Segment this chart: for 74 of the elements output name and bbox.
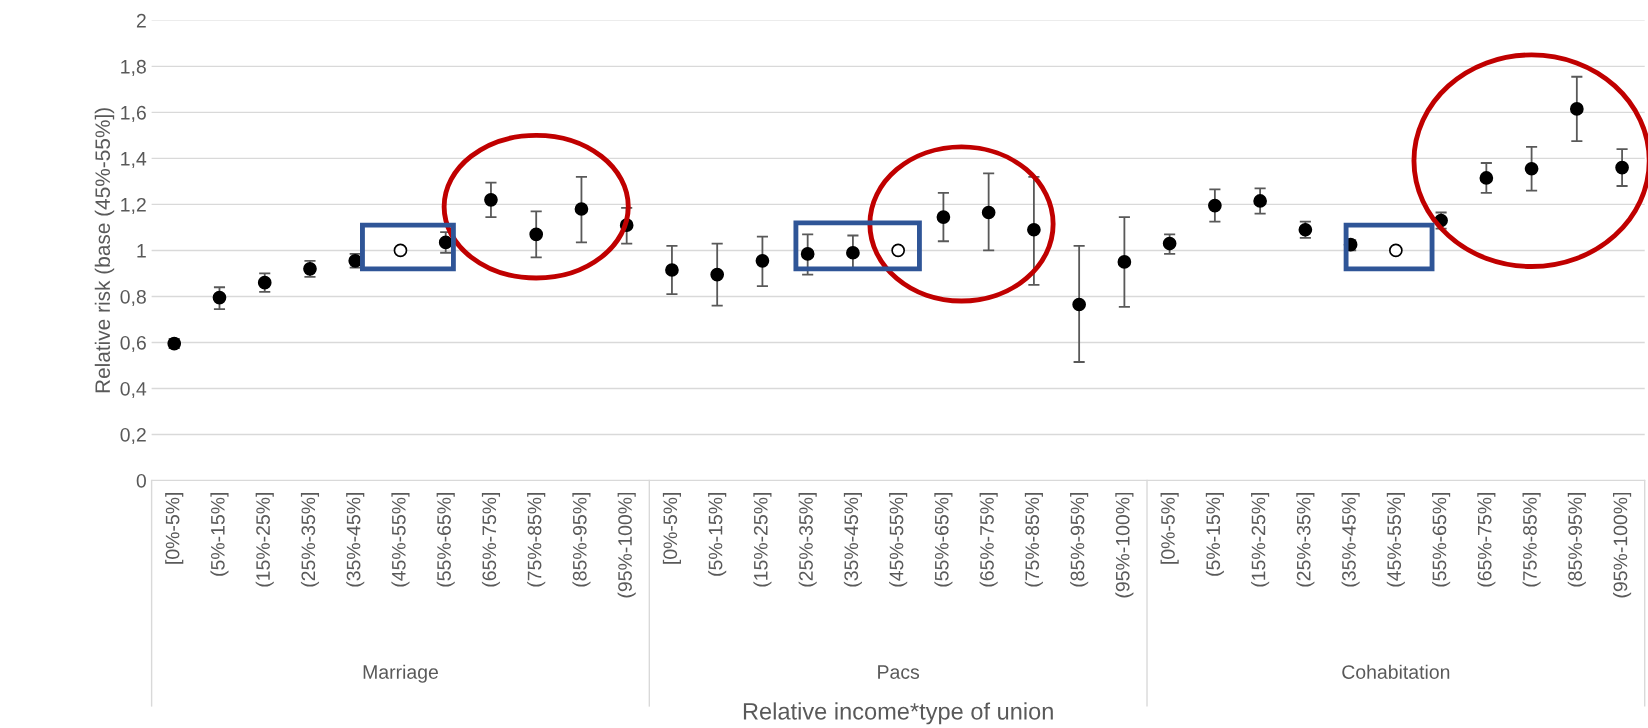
x-tick-label: (65%-75%] xyxy=(979,492,998,587)
y-axis-title: Relative risk (base (45%-55%]) xyxy=(94,108,115,393)
y-tick-label: 0,2 xyxy=(120,427,146,444)
y-tick-label: 1,4 xyxy=(121,152,147,168)
x-tick-label: (25%-35%] xyxy=(1296,492,1315,587)
x-tick-label: (15%-25%] xyxy=(1251,492,1270,587)
point xyxy=(438,235,453,250)
point xyxy=(529,227,544,242)
x-tick-label: (55%-65%] xyxy=(436,492,455,587)
x-axis-title: Relative income*type of union xyxy=(743,702,1053,725)
x-tick-label: (95%-100%] xyxy=(617,492,636,598)
y-tick-label: 1,6 xyxy=(121,105,146,122)
x-tick-label: (95%-100%] xyxy=(1115,492,1134,598)
y-tick-label: 0,6 xyxy=(120,335,146,352)
x-tick-label: (5%-15%] xyxy=(210,492,229,576)
x-tick-label: (45%-55%] xyxy=(889,492,908,587)
x-tick-label: (85%-95%] xyxy=(572,492,591,587)
x-tick-label: [0%-5%] xyxy=(662,492,681,564)
text: Marriage xyxy=(363,664,438,683)
point xyxy=(1117,255,1132,269)
point xyxy=(212,290,227,305)
x-tick-label: (5%-15%] xyxy=(708,492,727,576)
x-tick-label: (35%-45%] xyxy=(346,492,365,587)
point xyxy=(1027,222,1041,237)
point xyxy=(891,243,906,258)
y-tick-label: 0 xyxy=(136,473,146,488)
point xyxy=(710,267,725,282)
x-tick-label: [0%-5%] xyxy=(165,492,184,564)
x-tick-label: (45%-55%] xyxy=(391,492,410,587)
point xyxy=(1389,243,1403,258)
point xyxy=(1253,194,1267,208)
x-tick-label: (5%-15%] xyxy=(1205,492,1224,576)
point xyxy=(1569,102,1584,116)
point xyxy=(665,263,679,277)
point xyxy=(393,243,408,258)
point xyxy=(484,192,498,207)
point xyxy=(1208,198,1222,213)
point xyxy=(1479,171,1494,185)
y-tick-label: 2 xyxy=(136,13,146,28)
x-tick-label: [0%-5%] xyxy=(1160,492,1179,564)
x-tick-label: (35%-45%] xyxy=(843,492,862,587)
y-tick-label: 0,8 xyxy=(120,289,146,306)
x-tick-label: (65%-75%] xyxy=(481,492,501,587)
x-tick-label: (15%-25%] xyxy=(753,492,772,587)
text: Cohabitation xyxy=(1342,664,1450,679)
x-tick-label: (35%-45%] xyxy=(1341,492,1360,587)
y-tick-label: 0,4 xyxy=(120,381,147,398)
point xyxy=(1072,297,1086,312)
y-tick-label: 1,2 xyxy=(121,197,146,214)
y-tick-label: 1,8 xyxy=(121,59,146,76)
point xyxy=(1615,160,1629,175)
point xyxy=(1162,236,1177,251)
x-tick-label: (75%-85%] xyxy=(527,492,546,587)
x-tick-label: (85%-95%] xyxy=(1070,492,1089,587)
x-tick-label: (95%-100%] xyxy=(1613,492,1632,598)
x-tick-label: (25%-35%] xyxy=(300,492,320,587)
point xyxy=(800,247,815,261)
x-tick-label: (55%-65%] xyxy=(934,492,953,587)
point xyxy=(574,202,589,216)
x-tick-label: (75%-85%] xyxy=(1024,492,1043,587)
x-tick-label: (45%-55%] xyxy=(1386,492,1405,587)
point xyxy=(1524,161,1539,176)
point xyxy=(981,205,996,220)
x-tick-label: (75%-85%] xyxy=(1522,492,1541,587)
point xyxy=(755,253,770,268)
y-tick-label: 1 xyxy=(137,244,146,258)
x-tick-label: (65%-75%] xyxy=(1477,492,1496,587)
text: Pacs xyxy=(878,665,920,679)
point xyxy=(936,210,951,224)
x-tick-label: (55%-65%] xyxy=(1432,492,1451,587)
x-tick-label: (85%-95%] xyxy=(1567,492,1586,587)
point xyxy=(846,245,860,260)
x-tick-label: (25%-35%] xyxy=(798,492,817,587)
x-tick-label: (15%-25%] xyxy=(255,492,274,587)
